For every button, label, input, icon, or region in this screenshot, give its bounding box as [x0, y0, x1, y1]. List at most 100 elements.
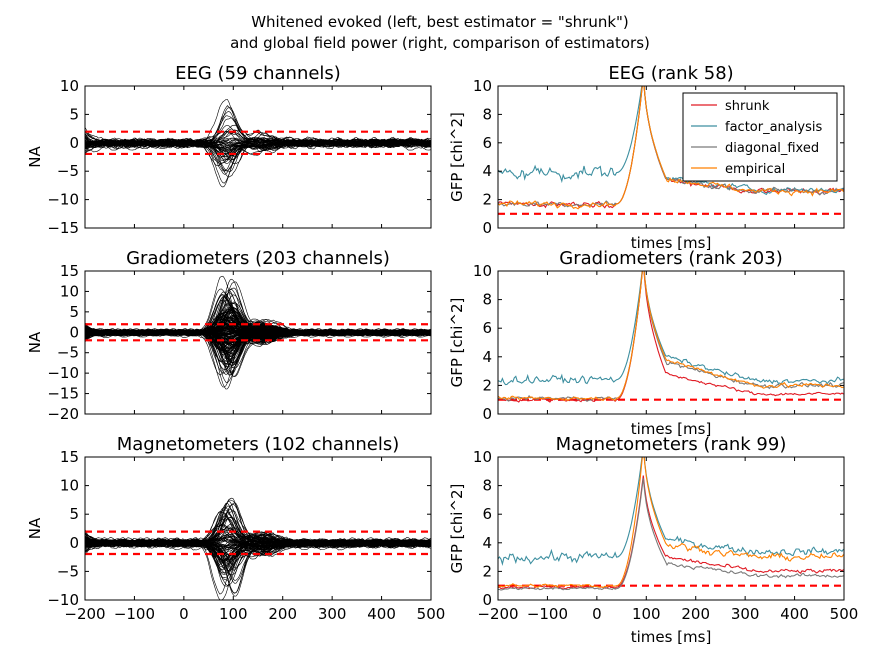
y-axis-label: NA — [26, 331, 44, 353]
x-tick-label: 0 — [592, 605, 602, 623]
x-tick-label: 500 — [417, 605, 446, 623]
x-tick-label: −200 — [477, 605, 518, 623]
y-tick-label: −15 — [47, 385, 79, 403]
axes-right-0: 0 2 4 6 8 10 EEG (rank 58) GFP [chi^2] times [ms… — [448, 63, 845, 252]
channel-trace — [85, 138, 431, 172]
gfp-series-empirical — [498, 457, 844, 588]
plot-area — [498, 457, 844, 591]
suptitle-line-1: Whitened evoked (left, best estimator = … — [251, 13, 629, 31]
legend-label: factor_analysis — [725, 120, 822, 135]
y-tick-label: 0 — [482, 405, 492, 423]
y-tick-label: 15 — [60, 448, 79, 466]
axes-frame — [497, 85, 845, 229]
axes-left-0: −15 −10 −5 0 5 10 EEG (59 channels) NA — [26, 63, 432, 237]
x-tick-label: 400 — [367, 605, 396, 623]
x-tick-label: 0 — [179, 605, 189, 623]
x-tick-label: 100 — [219, 605, 248, 623]
y-tick-label: 10 — [60, 77, 79, 95]
x-tick-label: 200 — [268, 605, 297, 623]
y-axis-label: NA — [26, 146, 44, 168]
axes-right-1: 0 2 4 6 8 10 Gradiometers (rank 203) GFP [chi^2… — [448, 248, 845, 438]
y-tick-label: −20 — [47, 405, 79, 423]
y-tick-label: −5 — [57, 562, 79, 580]
y-tick-label: −10 — [47, 191, 79, 209]
y-tick-label: 8 — [482, 105, 492, 123]
y-tick-label: 10 — [473, 448, 492, 466]
y-tick-label: 4 — [482, 534, 492, 552]
channel-trace — [85, 111, 431, 147]
axes-right-2: 0 2 4 6 8 10 −200 −100 0 100 200 300 400 500 Magnetome… — [448, 434, 858, 646]
axes-title: EEG (rank 58) — [608, 63, 733, 84]
plot-area — [85, 275, 431, 390]
y-tick-label: 0 — [69, 134, 79, 152]
axes-frame — [84, 456, 432, 601]
x-axis-label: times [ms] — [631, 234, 712, 252]
y-tick-label: 10 — [60, 477, 79, 495]
y-tick-label: 8 — [482, 291, 492, 309]
y-tick-label: 8 — [482, 477, 492, 495]
legend-label: shrunk — [725, 99, 770, 114]
gfp-series-factor_analysis — [498, 457, 844, 567]
axes-frame — [84, 85, 432, 229]
axes-title: Magnetometers (rank 99) — [556, 434, 787, 455]
y-tick-label: 5 — [69, 303, 79, 321]
x-tick-label: 200 — [681, 605, 710, 623]
plot-area — [85, 497, 431, 600]
y-tick-label: 6 — [482, 134, 492, 152]
y-tick-label: 0 — [69, 534, 79, 552]
y-tick-label: −5 — [57, 344, 79, 362]
y-axis-label: GFP [chi^2] — [448, 112, 466, 202]
axes-left-1: −20 −15 −10 −5 0 5 10 15 Gradiometers (203 chann… — [26, 248, 432, 423]
channel-trace — [85, 139, 431, 151]
y-tick-label: 4 — [482, 348, 492, 366]
x-tick-label: −200 — [64, 605, 105, 623]
y-tick-label: 10 — [473, 77, 492, 95]
plot-area — [498, 86, 844, 215]
gfp-series-empirical — [498, 271, 844, 402]
channel-trace — [85, 536, 431, 549]
y-tick-label: 4 — [482, 162, 492, 180]
y-tick-label: 10 — [473, 262, 492, 280]
x-tick-label: 300 — [731, 605, 760, 623]
y-tick-label: 2 — [482, 376, 492, 394]
y-tick-label: 6 — [482, 505, 492, 523]
gfp-series-diagonal_fixed — [498, 271, 844, 402]
channel-trace — [85, 329, 431, 336]
y-tick-label: −5 — [57, 162, 79, 180]
y-tick-label: 0 — [482, 591, 492, 609]
axes-frame — [497, 270, 845, 415]
x-tick-label: 400 — [780, 605, 809, 623]
channel-trace — [85, 500, 431, 551]
plot-area — [498, 271, 844, 403]
channel-trace — [85, 537, 431, 576]
channel-trace — [85, 537, 431, 562]
y-tick-label: 5 — [69, 105, 79, 123]
channel-trace — [85, 139, 431, 154]
y-tick-label: 10 — [60, 282, 79, 300]
y-axis-label: NA — [26, 517, 44, 539]
suptitle-line-2: and global field power (right, compariso… — [230, 34, 650, 52]
x-tick-label: −100 — [114, 605, 155, 623]
x-axis-label: times [ms] — [631, 420, 712, 438]
y-tick-label: −15 — [47, 219, 79, 237]
x-tick-label: 300 — [318, 605, 347, 623]
y-tick-label: 5 — [69, 505, 79, 523]
y-tick-label: 0 — [69, 323, 79, 341]
channel-trace — [85, 317, 431, 341]
gfp-series-factor_analysis — [498, 271, 844, 386]
axes-frame — [497, 456, 845, 601]
axes-title: EEG (59 channels) — [175, 63, 341, 84]
y-axis-label: GFP [chi^2] — [448, 484, 466, 574]
y-tick-label: 6 — [482, 319, 492, 337]
legend: shrunk factor_analysis diagonal_fixedempir… — [682, 92, 838, 182]
gfp-series-empirical — [498, 86, 844, 210]
x-tick-label: −100 — [527, 605, 568, 623]
y-tick-label: 15 — [60, 262, 79, 280]
y-tick-label: 2 — [482, 191, 492, 209]
y-tick-label: 2 — [482, 562, 492, 580]
gfp-series-diagonal_fixed — [498, 478, 844, 591]
x-axis-label: times [ms] — [631, 628, 712, 646]
axes-frame — [84, 270, 432, 415]
legend-frame — [682, 92, 838, 182]
